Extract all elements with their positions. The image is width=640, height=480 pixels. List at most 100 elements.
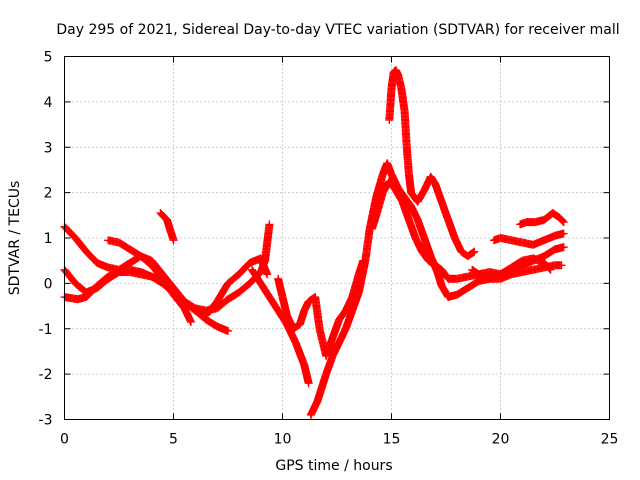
plus-mark-segment [115, 238, 133, 253]
plus-mark-segment [82, 282, 101, 301]
plus-mark-segment [282, 320, 299, 346]
plus-mark-segment [300, 361, 313, 386]
plus-mark-segment [224, 289, 242, 304]
plus-mark-segment [431, 261, 445, 273]
series-track-1 [60, 222, 272, 320]
plus-mark-segment [437, 265, 452, 282]
plus-mark-segment [265, 293, 282, 314]
plus-mark-segment [437, 281, 452, 300]
plus-mark-segment [282, 311, 297, 332]
plus-mark-segment [431, 179, 446, 205]
y-tick-label: 5 [44, 50, 53, 66]
y-tick-label: 2 [44, 186, 53, 202]
y-tick-label: 3 [44, 140, 53, 156]
plus-mark [557, 261, 566, 270]
plus-mark-segment [335, 326, 350, 347]
plus-mark-segment [433, 268, 446, 289]
plus-mark-segment [322, 335, 337, 360]
plus-mark-segment [540, 246, 558, 261]
plus-mark-segment [278, 293, 291, 318]
plus-mark [224, 327, 232, 336]
plus-mark-segment [147, 261, 166, 282]
plus-mark-segment [180, 297, 199, 314]
x-tick-label: 25 [601, 432, 619, 448]
plus-mark-segment [400, 106, 411, 150]
plus-mark-segment [202, 315, 220, 330]
plus-mark-segment [348, 289, 363, 315]
plus-mark-segment [418, 247, 432, 264]
y-tick-label: -2 [39, 367, 53, 383]
plus-mark-segment [158, 274, 177, 298]
x-tick-label: 10 [274, 432, 292, 448]
plus-mark-segment [274, 306, 291, 328]
y-axis-label: SDTVAR / TECUs [7, 181, 23, 296]
plus-mark-segment [407, 202, 422, 223]
series-track-8 [306, 159, 555, 419]
plus-mark-segment [398, 197, 413, 223]
plus-mark-segment [420, 234, 435, 259]
plus-mark-segment [341, 307, 356, 333]
plus-mark [559, 218, 568, 227]
plus-mark-segment [125, 245, 144, 260]
plus-mark-segment [136, 252, 155, 269]
chart-title: Day 295 of 2021, Sidereal Day-to-day VTE… [56, 22, 619, 38]
plus-mark-segment [354, 258, 370, 297]
plus-mark-segment [424, 256, 438, 269]
series-track-3 [60, 268, 232, 336]
series-track-10 [385, 66, 479, 261]
plus-mark-segment [437, 197, 452, 223]
plus-mark-segment [411, 234, 426, 255]
plus-mark-segment [289, 321, 303, 333]
series-track-12 [516, 209, 568, 229]
plus-mark-segment [295, 307, 308, 329]
plus-mark-segment [444, 215, 459, 241]
plus-mark-segment [256, 279, 273, 300]
x-tick-label: 20 [492, 432, 510, 448]
plus-mark [169, 236, 178, 245]
plus-mark-segment [367, 212, 380, 233]
plus-mark-segment [234, 280, 253, 297]
plus-mark-segment [372, 171, 387, 202]
plus-mark [186, 317, 195, 326]
x-axis-label: GPS time / hours [275, 458, 392, 474]
plus-mark-segment [450, 234, 465, 255]
plus-mark-segment [248, 265, 264, 287]
plus-mark-segment [213, 296, 231, 313]
y-tick-label: -3 [39, 413, 53, 429]
x-tick-labels: 0 5 10 15 20 25 [60, 432, 618, 448]
series-track-6 [248, 265, 313, 388]
plus-mark-segment [413, 215, 428, 241]
plus-mark-segment [387, 170, 402, 191]
plus-mark-segment [555, 213, 567, 226]
plus-mark-segment [413, 187, 428, 206]
plus-mark-segment [328, 317, 343, 342]
x-tick-label: 0 [60, 432, 69, 448]
plus-mark-segment [385, 177, 399, 194]
plus-mark-segment [213, 280, 232, 306]
plus-mark-segment [391, 186, 406, 205]
plus-mark [559, 229, 568, 238]
plus-mark-segment [169, 283, 188, 305]
plus-mark-segment [335, 307, 349, 324]
x-tick-label: 15 [383, 432, 401, 448]
plus-mark-segment [548, 209, 563, 221]
series-track-5 [156, 209, 178, 245]
plus-mark-segment [463, 277, 482, 292]
plus-mark-segment [82, 247, 101, 266]
y-tick-labels: -3 -2 -1 0 1 2 3 4 5 [39, 50, 53, 429]
plus-mark-segment [322, 353, 337, 379]
plus-mark-segment [452, 284, 471, 299]
plus-mark [470, 247, 479, 256]
plus-mark-segment [274, 274, 287, 300]
plus-mark-segment [348, 271, 363, 301]
plus-mark [559, 243, 568, 252]
plus-mark [263, 270, 272, 279]
plus-mark-segment [191, 306, 210, 323]
plus-mark-segment [163, 215, 178, 243]
plus-mark-segment [71, 279, 90, 296]
plus-mark-segment [291, 338, 308, 368]
y-tick-label: -1 [39, 322, 53, 338]
plus-mark-segment [156, 209, 170, 223]
plus-mark-segment [341, 294, 356, 315]
